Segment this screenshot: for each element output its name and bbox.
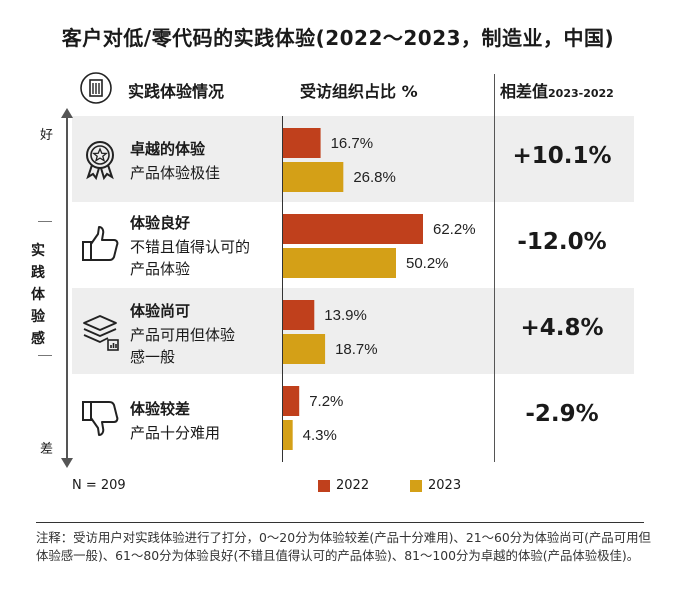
bar-label-excellent-2023: 26.8% — [353, 169, 396, 186]
note-divider — [36, 522, 644, 523]
axis-good-label: 好 — [40, 128, 54, 143]
row-excellent-desc-line: 产品体验极佳 — [130, 164, 221, 182]
bar-excellent-2022 — [283, 128, 321, 158]
header-diff: 相差值2023-2022 — [500, 78, 614, 102]
legend-swatch-2022 — [318, 479, 330, 492]
footnote: 注释：受访用户对实践体验进行了打分，0～20分为体验较差(产品十分难用)、21～… — [36, 530, 651, 563]
legend-swatch-2023 — [410, 479, 422, 492]
bar-excellent-2023 — [283, 162, 344, 192]
row-bg-fair — [72, 288, 634, 374]
axis-vertical-label: 实践体验感 — [31, 243, 45, 347]
bar-label-good-2023: 50.2% — [406, 255, 449, 272]
row-good-desc-line: 不错且值得认可的 — [130, 238, 251, 256]
header-share: 受访组织占比 % — [300, 82, 418, 101]
bar-good-2022 — [283, 214, 423, 244]
bar-baseline — [282, 116, 283, 462]
legend-label-2022: 2022 — [336, 478, 370, 493]
axis-bad-label: 差 — [40, 442, 54, 457]
row-poor-desc-line: 产品十分难用 — [130, 424, 221, 442]
row-excellent-title: 卓越的体验 — [130, 140, 206, 158]
chart-title: 客户对低/零代码的实践体验(2022～2023，制造业，中国) — [61, 26, 615, 50]
building-icon — [80, 72, 112, 104]
row-good-desc-line: 产品体验 — [130, 260, 191, 278]
bar-label-excellent-2022: 16.7% — [331, 135, 374, 152]
bar-fair-2022 — [283, 300, 315, 330]
axis-line — [66, 116, 68, 462]
header-diff-label: 相差值 — [500, 82, 549, 101]
legend-2023: 2023 — [410, 478, 461, 493]
award-ribbon-icon — [86, 141, 114, 181]
row-good-desc: 不错且值得认可的 产品体验 — [130, 236, 280, 280]
header-diff-sub: 2023-2022 — [548, 87, 614, 100]
bar-fair-2023 — [283, 334, 326, 364]
diff-excellent: +10.1% — [512, 143, 612, 169]
row-good-title: 体验良好 — [130, 214, 191, 232]
diff-column-divider — [494, 74, 495, 462]
header-category: 实践体验情况 — [128, 82, 225, 101]
diff-good: -12.0% — [517, 229, 607, 255]
bar-good-2023 — [283, 248, 396, 278]
legend-2022: 2022 — [318, 478, 369, 493]
row-fair-desc-line: 感一般 — [130, 348, 176, 366]
axis-arrow-down — [61, 458, 73, 468]
row-poor-title: 体验较差 — [130, 400, 191, 418]
diff-fair: +4.8% — [520, 315, 604, 341]
row-poor-desc: 产品十分难用 — [130, 422, 280, 444]
diff-poor: -2.9% — [525, 401, 599, 427]
bar-label-poor-2022: 7.2% — [309, 393, 343, 410]
axis-tick-bottom — [38, 355, 52, 356]
bar-label-fair-2022: 13.9% — [324, 307, 367, 324]
row-fair-title: 体验尚可 — [130, 302, 191, 320]
row-fair-desc-line: 产品可用但体验 — [130, 326, 236, 344]
row-excellent-desc: 产品体验极佳 — [130, 162, 280, 184]
axis-arrow-up — [61, 108, 73, 118]
layers-chart-icon — [83, 315, 119, 351]
bar-label-fair-2023: 18.7% — [335, 341, 378, 358]
row-bg-excellent — [72, 116, 634, 202]
bar-poor-2023 — [283, 420, 293, 450]
thumbs-down-icon — [82, 401, 119, 436]
thumbs-up-icon — [82, 226, 119, 261]
row-fair-desc: 产品可用但体验 感一般 — [130, 324, 280, 368]
bar-label-poor-2023: 4.3% — [303, 427, 337, 444]
bar-label-good-2022: 62.2% — [433, 221, 476, 238]
legend-label-2023: 2023 — [428, 478, 462, 493]
bar-poor-2022 — [283, 386, 300, 416]
sample-size: N = 209 — [72, 478, 126, 493]
axis-tick-top — [38, 221, 52, 222]
